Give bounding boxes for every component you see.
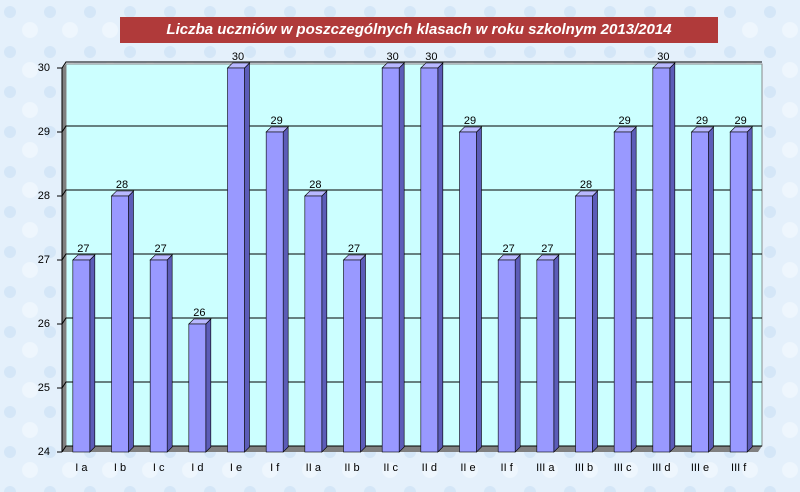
x-tick-label: I a xyxy=(75,462,88,474)
x-tick-label: II f xyxy=(501,462,514,474)
y-tick-label: 25 xyxy=(38,382,50,394)
bar xyxy=(420,67,439,453)
value-label: 30 xyxy=(387,51,399,63)
x-tick-label: III b xyxy=(575,462,593,474)
grid-line xyxy=(61,253,762,261)
x-tick-label: II a xyxy=(306,462,322,474)
x-tick-label: I d xyxy=(191,462,203,474)
grid-line xyxy=(61,61,762,69)
x-tick-label: I f xyxy=(270,462,280,474)
bar-side xyxy=(360,254,366,453)
side-wall xyxy=(62,64,66,452)
bar-side xyxy=(128,190,134,453)
bar-side xyxy=(282,126,289,453)
bar-side xyxy=(398,62,405,453)
bar-side xyxy=(321,190,328,453)
x-tick-label: III f xyxy=(731,462,747,474)
bar-side xyxy=(746,126,753,453)
bar-side xyxy=(244,62,250,453)
bar xyxy=(227,67,245,453)
bar xyxy=(652,67,671,453)
x-tick-label: II c xyxy=(383,462,398,474)
bar-side xyxy=(553,254,560,453)
grid-line xyxy=(61,125,762,133)
bar-side xyxy=(630,126,637,453)
bar xyxy=(111,195,129,453)
value-label: 30 xyxy=(657,51,669,63)
bar xyxy=(459,131,477,453)
bar xyxy=(691,131,709,453)
y-tick-label: 28 xyxy=(38,190,50,202)
y-tick-label: 30 xyxy=(38,62,50,74)
value-label: 27 xyxy=(348,243,360,255)
x-tick-label: II e xyxy=(460,462,475,474)
value-label: 30 xyxy=(232,51,244,63)
bar xyxy=(265,131,284,453)
x-tick-label: I e xyxy=(230,462,242,474)
bar xyxy=(536,259,555,453)
y-tick-label: 26 xyxy=(38,318,50,330)
grid-line xyxy=(61,189,762,197)
y-tick-label: 24 xyxy=(38,446,50,458)
bar-side xyxy=(708,126,714,453)
bar xyxy=(729,131,748,453)
bar xyxy=(149,259,168,453)
value-label: 27 xyxy=(77,243,89,255)
x-tick-label: III c xyxy=(614,462,632,474)
value-label: 29 xyxy=(464,115,476,127)
bar-side xyxy=(89,254,96,453)
bar xyxy=(304,195,323,453)
value-label: 28 xyxy=(309,179,321,191)
x-tick-label: III a xyxy=(536,462,555,474)
value-label: 26 xyxy=(193,307,205,319)
bar xyxy=(575,195,593,453)
x-tick-label: I c xyxy=(153,462,165,474)
bar-side xyxy=(437,62,444,453)
title-box xyxy=(120,17,718,43)
bar-side xyxy=(514,254,521,453)
x-tick-label: III e xyxy=(691,462,709,474)
grid-line xyxy=(61,381,762,389)
value-label: 29 xyxy=(271,115,283,127)
bar xyxy=(188,323,207,453)
bar xyxy=(497,259,516,453)
value-label: 30 xyxy=(425,51,437,63)
y-tick-label: 29 xyxy=(38,126,50,138)
grid-line xyxy=(61,445,762,453)
bar xyxy=(343,259,361,453)
bar-side xyxy=(592,190,598,453)
x-tick-label: II b xyxy=(344,462,359,474)
x-tick-label: I b xyxy=(114,462,126,474)
value-label: 27 xyxy=(541,243,553,255)
x-tick-label: III d xyxy=(652,462,670,474)
value-label: 27 xyxy=(155,243,167,255)
value-label: 28 xyxy=(116,179,128,191)
y-tick-label: 27 xyxy=(38,254,50,266)
bar xyxy=(381,67,400,453)
value-label: 27 xyxy=(503,243,515,255)
value-label: 29 xyxy=(619,115,631,127)
bar-side xyxy=(669,62,676,453)
bar-side xyxy=(166,254,173,453)
bar-side xyxy=(205,318,212,453)
bar-side xyxy=(476,126,482,453)
chart-title: Liczba uczniów w poszczególnych klasach … xyxy=(166,21,672,38)
grid-line xyxy=(61,317,762,325)
x-tick-label: II d xyxy=(422,462,437,474)
value-label: 29 xyxy=(735,115,747,127)
bar xyxy=(613,131,632,453)
value-label: 28 xyxy=(580,179,592,191)
value-label: 29 xyxy=(696,115,708,127)
bar xyxy=(72,259,91,453)
